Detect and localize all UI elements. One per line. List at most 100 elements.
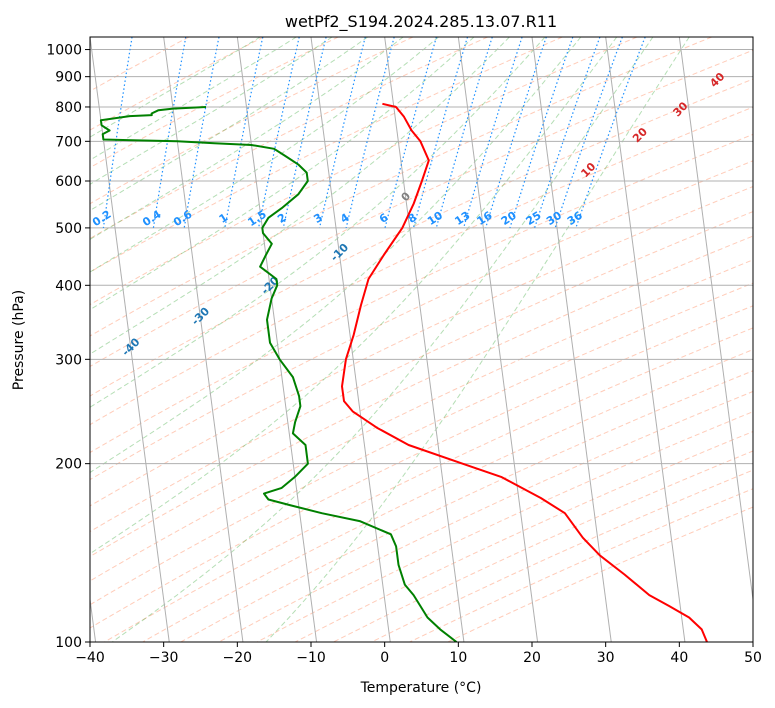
moist-adiabat: [90, 37, 475, 311]
dry-adiabat: [90, 133, 753, 454]
dry-adiabat: [90, 37, 488, 240]
isotherm-line: [752, 37, 753, 41]
dry-adiabat: [90, 259, 753, 582]
mixing-ratio-label: 0.6: [171, 207, 195, 229]
x-tick-label: −30: [149, 650, 179, 666]
isotherm-label: -30: [189, 305, 212, 328]
isotherm-line: [90, 595, 97, 642]
dry-adiabat: [256, 411, 753, 642]
mixing-ratio-line: [384, 37, 437, 229]
mixing-ratio-line: [575, 37, 646, 229]
mixing-ratio-line: [463, 37, 523, 229]
mixing-ratio-line: [258, 37, 300, 229]
mixing-ratio-line: [345, 37, 395, 229]
y-tick-label: 700: [55, 134, 82, 150]
mixing-ratio-line: [152, 37, 187, 228]
mixing-ratio-line: [485, 37, 547, 229]
mixing-ratio-line: [554, 37, 623, 229]
theta-label: 40: [707, 70, 727, 90]
isotherm-label: -60: [0, 416, 6, 439]
mixing-ratio-label: 0.2: [90, 208, 113, 230]
y-tick-label: 200: [55, 457, 82, 473]
isotherm-line: [310, 37, 391, 642]
background-lines: [57, 37, 753, 642]
x-tick-label: 30: [597, 650, 615, 666]
dry-adiabat: [90, 186, 753, 507]
x-tick-label: −40: [75, 650, 105, 666]
dry-adiabat: [180, 370, 753, 642]
isotherm-label: -50: [50, 366, 73, 389]
y-tick-label: 400: [55, 278, 82, 294]
isotherm-line: [457, 37, 539, 642]
moist-adiabat: [90, 37, 297, 161]
moist-adiabat: [90, 37, 618, 555]
mixing-ratio-line: [534, 37, 601, 229]
mixing-ratio-label: 30: [544, 209, 564, 228]
dry-adiabat: [409, 488, 753, 642]
mixing-ratio-line: [412, 37, 469, 229]
moist-adiabat: [90, 37, 261, 138]
x-tick-label: 40: [670, 650, 688, 666]
mixing-ratio-line: [224, 37, 264, 229]
isotherm-line: [605, 37, 686, 642]
moist-adiabat: [90, 37, 368, 212]
isotherm-label: -20: [259, 274, 282, 297]
profiles: [99, 102, 708, 642]
theta-label: 10: [578, 160, 598, 180]
mixing-ratio-line: [57, 37, 82, 228]
x-axis-label: Temperature (°C): [360, 680, 482, 696]
isotherm-label: 0: [399, 189, 414, 204]
x-tick-label: 20: [523, 650, 541, 666]
y-tick-label: 500: [55, 221, 82, 237]
x-axis: −40 −30 −20 −10 0 10 20 30 40 50: [75, 642, 762, 666]
isotherm-line: [678, 37, 753, 604]
mixing-ratio-line: [435, 37, 493, 229]
dry-adiabat: [90, 49, 753, 368]
x-tick-label: −20: [223, 650, 253, 666]
moist-adiabat: [90, 37, 439, 273]
dry-adiabat: [90, 305, 753, 629]
dry-adiabat: [90, 37, 190, 92]
dry-adiabat: [90, 37, 339, 169]
x-tick-label: 0: [380, 650, 389, 666]
y-tick-label: 900: [55, 70, 82, 86]
y-tick-label: 600: [55, 174, 82, 190]
isotherm-line: [531, 37, 612, 642]
mixing-ratio-label: 0.4: [140, 207, 164, 229]
dry-adiabat: [90, 106, 753, 426]
dry-adiabat: [90, 211, 753, 533]
dry-adiabat: [90, 78, 753, 397]
dry-adiabat: [90, 160, 753, 481]
chart-title: wetPf2_S194.2024.285.13.07.R11: [285, 12, 557, 32]
mixing-ratio-label: 1: [217, 211, 231, 226]
isotherm-label: -10: [328, 241, 351, 264]
y-axis: 100 200 300 400 500 600 700 800 900 1000: [46, 43, 90, 651]
plot-frame: [89, 36, 754, 643]
mixing-ratio-line: [282, 37, 327, 229]
moist-adiabat: [90, 37, 404, 240]
moist-adiabat: [111, 37, 654, 642]
mixing-ratio-line: [509, 37, 574, 229]
y-tick-label: 1000: [46, 43, 82, 59]
theta-label: 20: [630, 125, 650, 145]
moist-adiabat: [90, 37, 510, 355]
dry-adiabat: [142, 349, 753, 642]
temperature-profile: [341, 102, 708, 642]
isotherm-line: [163, 37, 244, 642]
isotherm-line: [384, 37, 465, 642]
dry-adiabat: [90, 235, 753, 558]
mixing-ratio-label: 10: [425, 209, 445, 228]
mixing-ratio-label: 20: [499, 209, 519, 228]
dry-adiabat: [218, 390, 753, 642]
x-tick-label: 50: [744, 650, 762, 666]
isotherm-line: [236, 37, 318, 642]
moist-adiabat: [265, 37, 690, 642]
dry-adiabat: [333, 450, 753, 642]
mixing-ratio-line: [102, 37, 133, 228]
moist-adiabat: [90, 37, 333, 185]
y-tick-label: 800: [55, 100, 82, 116]
dry-adiabat: [90, 37, 563, 273]
mixing-ratio-line: [318, 37, 366, 229]
